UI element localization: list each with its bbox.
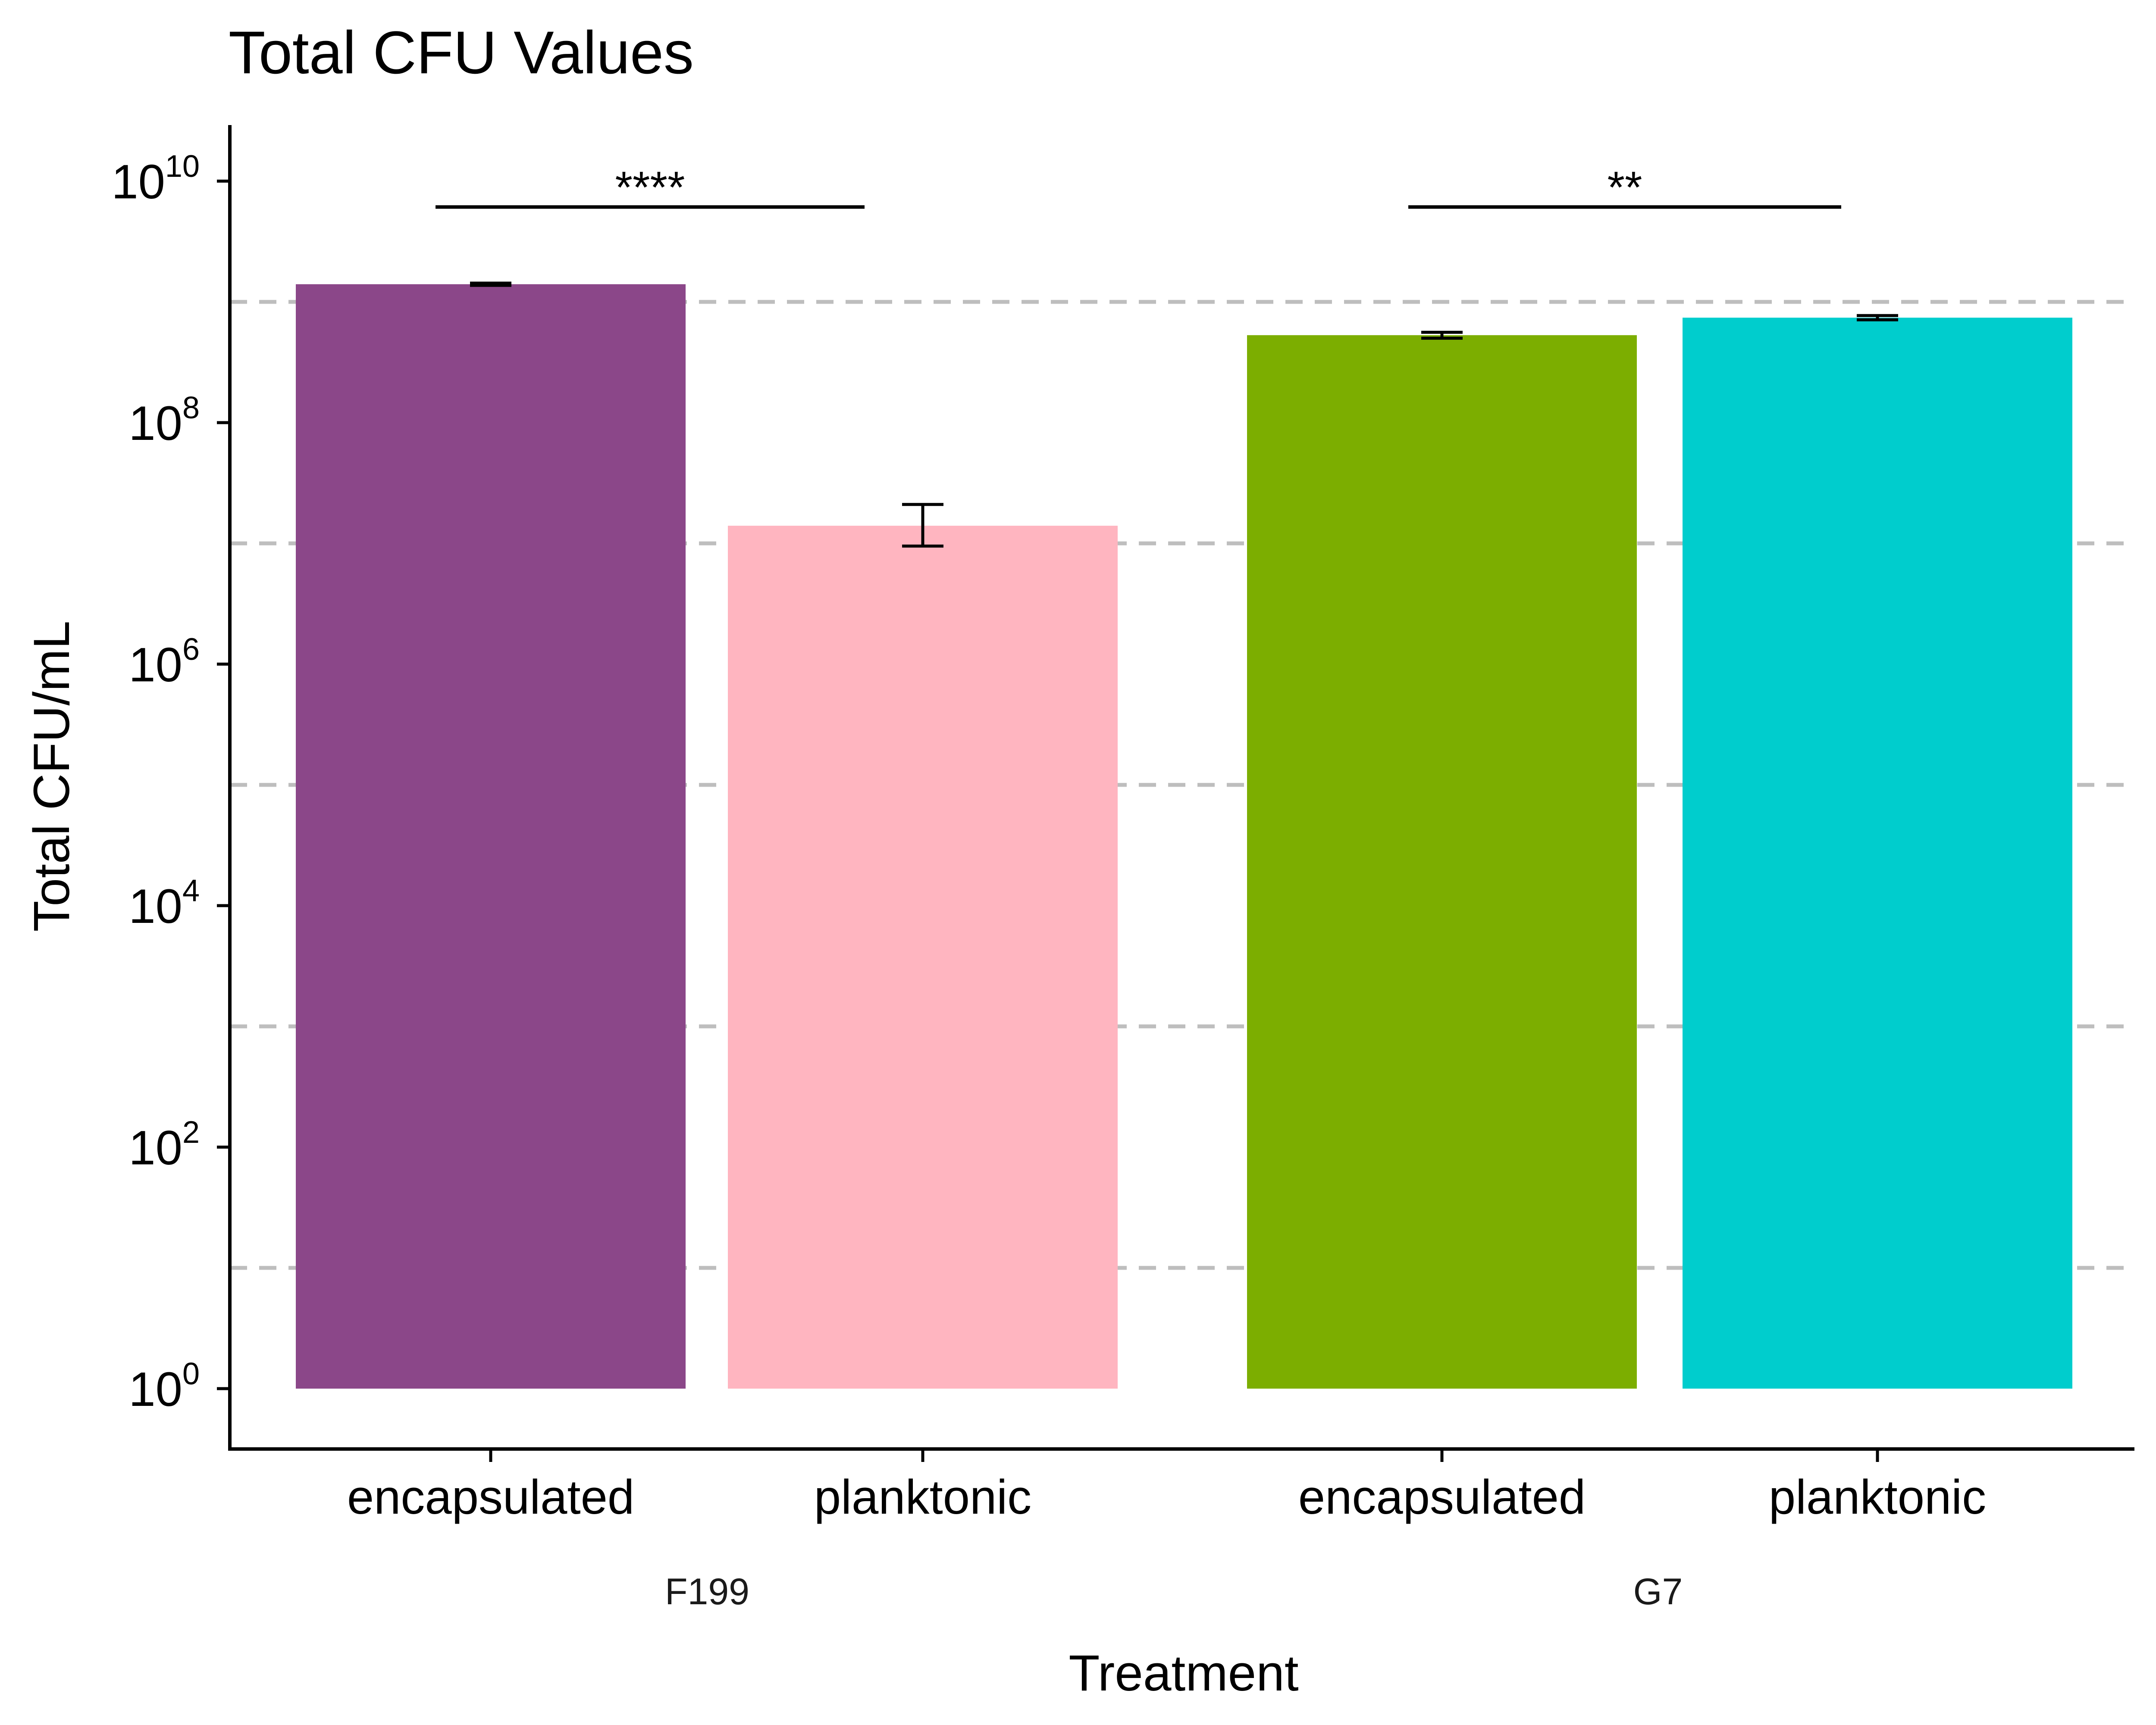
- bar-f199-encapsulated: [296, 284, 686, 1389]
- bar-f199-planktonic: [728, 526, 1118, 1389]
- y-axis-title: Total CFU/mL: [23, 621, 80, 932]
- y-tick-label: 102: [128, 1115, 200, 1175]
- y-tick-label: 1010: [111, 149, 200, 209]
- y-tick-labels: 100 102 104 106 108 1010: [111, 149, 200, 1416]
- x-tick-label: encapsulated: [1298, 1470, 1586, 1524]
- y-tick-label: 106: [128, 632, 200, 692]
- y-tick-label: 104: [128, 874, 200, 933]
- y-tick-label: 100: [128, 1357, 200, 1416]
- chart-title: Total CFU Values: [229, 19, 694, 86]
- x-tick-label: encapsulated: [347, 1470, 634, 1524]
- significance-annotations: **** **: [436, 163, 1841, 213]
- x-tick-label: planktonic: [814, 1470, 1031, 1524]
- bar-g7-encapsulated: [1247, 335, 1637, 1389]
- x-axis-title: Treatment: [1069, 1645, 1298, 1702]
- x-tick-label: planktonic: [1769, 1470, 1986, 1524]
- group-labels: F199 G7: [665, 1571, 1683, 1612]
- error-bars: [470, 282, 1898, 548]
- axes: [217, 125, 2134, 1462]
- x-tick-labels: encapsulated planktonic encapsulated plankt…: [347, 1470, 1986, 1524]
- group-label: F199: [665, 1571, 749, 1612]
- bar-g7-planktonic: [1683, 317, 2072, 1389]
- bars: [296, 284, 2072, 1389]
- group-label: G7: [1633, 1571, 1683, 1612]
- y-tick-label: 108: [128, 391, 200, 450]
- significance-label: ****: [615, 163, 685, 213]
- significance-label: **: [1608, 163, 1642, 213]
